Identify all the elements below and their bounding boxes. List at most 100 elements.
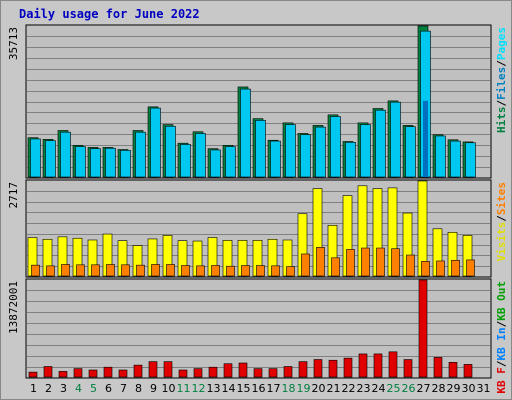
bar-kbf-25 xyxy=(388,351,398,378)
bar-sites-6 xyxy=(106,264,115,277)
x-tick-label-29: 29 xyxy=(447,382,461,395)
bar-sites-2 xyxy=(46,265,55,277)
x-tick-label-2: 2 xyxy=(45,382,52,395)
bar-kbf-17 xyxy=(268,368,278,378)
x-tick-label-21: 21 xyxy=(327,382,341,395)
bar-kbf-8 xyxy=(133,364,143,378)
x-tick-label-13: 13 xyxy=(207,382,221,395)
legend-entry: / xyxy=(495,360,508,367)
x-tick-label-17: 17 xyxy=(267,382,281,395)
x-tick-label-15: 15 xyxy=(237,382,251,395)
x-tick-label-7: 7 xyxy=(120,382,127,395)
bar-kbf-21 xyxy=(328,359,338,378)
bar-files-11 xyxy=(180,144,191,178)
bar-files-21 xyxy=(330,116,341,178)
bar-files-3 xyxy=(60,131,71,178)
bar-sites-16 xyxy=(256,265,265,277)
legend-1: Hits/Files/Pages xyxy=(495,27,508,133)
bar-files-23 xyxy=(360,124,371,178)
bar-kbf-7 xyxy=(118,369,128,378)
bar-files-25 xyxy=(390,101,401,178)
legend-entry: Visits xyxy=(495,222,508,262)
bar-kbf-22 xyxy=(343,357,353,378)
bar-sites-28 xyxy=(436,260,445,277)
bar-files-7 xyxy=(120,150,131,178)
bar-files-8 xyxy=(135,131,146,178)
bar-kbf-27 xyxy=(418,279,428,378)
bar-kbf-10 xyxy=(163,361,173,378)
bar-kbf-18 xyxy=(283,366,293,378)
x-tick-label-1: 1 xyxy=(30,382,37,395)
bar-files-15 xyxy=(240,88,251,178)
bar-kbf-14 xyxy=(223,363,233,378)
bar-sites-1 xyxy=(31,264,40,277)
x-tick-label-28: 28 xyxy=(432,382,446,395)
x-tick-label-24: 24 xyxy=(372,382,386,395)
x-tick-label-14: 14 xyxy=(222,382,236,395)
bar-kbf-3 xyxy=(58,371,68,378)
legend-entry: KB In xyxy=(495,327,508,360)
bar-sites-18 xyxy=(286,266,295,277)
x-tick-label-23: 23 xyxy=(357,382,371,395)
bar-files-9 xyxy=(150,107,161,178)
bar-kbf-28 xyxy=(433,357,443,378)
bar-sites-11 xyxy=(181,265,190,277)
x-tick-label-4: 4 xyxy=(75,382,82,395)
bar-sites-15 xyxy=(241,265,250,277)
x-tick-label-10: 10 xyxy=(162,382,176,395)
legend-entry: Files xyxy=(495,67,508,100)
bar-files-19 xyxy=(300,134,311,178)
legend-entry: / xyxy=(495,100,508,107)
bar-files-29 xyxy=(450,140,461,178)
legend-entry: / xyxy=(495,215,508,222)
bar-files-14 xyxy=(225,146,236,178)
x-tick-label-9: 9 xyxy=(150,382,157,395)
bar-files-10 xyxy=(165,125,176,178)
bar-files-13 xyxy=(210,149,221,178)
bar-kbf-2 xyxy=(43,366,53,378)
bar-files-22 xyxy=(345,142,356,178)
legend-entry: / xyxy=(495,60,508,67)
x-tick-label-19: 19 xyxy=(297,382,311,395)
x-tick-label-30: 30 xyxy=(462,382,476,395)
x-tick-label-3: 3 xyxy=(60,382,67,395)
bar-sites-20 xyxy=(316,247,325,277)
bar-kbf-11 xyxy=(178,369,188,378)
bar-files-4 xyxy=(75,146,86,178)
legend-entry: / xyxy=(495,320,508,327)
bar-files-1 xyxy=(30,138,41,178)
bar-files-26 xyxy=(405,126,416,178)
bar-kbf-23 xyxy=(358,353,368,378)
bar-sites-4 xyxy=(76,264,85,277)
bar-sites-13 xyxy=(211,265,220,277)
max-label-1: 35713 xyxy=(7,27,20,60)
x-tick-label-5: 5 xyxy=(90,382,97,395)
bar-kbf-16 xyxy=(253,368,263,378)
legend-entry: Hits xyxy=(495,107,508,134)
bar-sites-19 xyxy=(301,253,310,277)
max-label-2: 2717 xyxy=(7,182,20,209)
x-tick-label-11: 11 xyxy=(177,382,191,395)
legend-3: KB F/KB In/KB Out xyxy=(495,281,508,394)
plot-area-3 xyxy=(25,278,492,379)
bar-sites-7 xyxy=(121,264,130,277)
bar-files-16 xyxy=(255,120,266,178)
bar-sites-27 xyxy=(421,261,430,277)
bar-sites-30 xyxy=(466,259,475,277)
bar-sites-14 xyxy=(226,265,235,277)
x-tick-label-6: 6 xyxy=(105,382,112,395)
bar-sites-29 xyxy=(451,259,460,277)
bar-files-6 xyxy=(105,147,116,178)
bar-files-30 xyxy=(465,142,476,178)
max-label-3: 13872001 xyxy=(7,281,20,334)
bar-kbf-30 xyxy=(463,364,473,378)
x-tick-label-25: 25 xyxy=(387,382,401,395)
bar-files-17 xyxy=(270,140,281,178)
bar-kbf-29 xyxy=(448,362,458,378)
bar-files-28 xyxy=(435,135,446,178)
bar-sites-24 xyxy=(376,247,385,277)
bar-sites-25 xyxy=(391,248,400,277)
bar-sites-9 xyxy=(151,264,160,277)
bar-files-20 xyxy=(315,126,326,178)
legend-entry: Sites xyxy=(495,182,508,215)
